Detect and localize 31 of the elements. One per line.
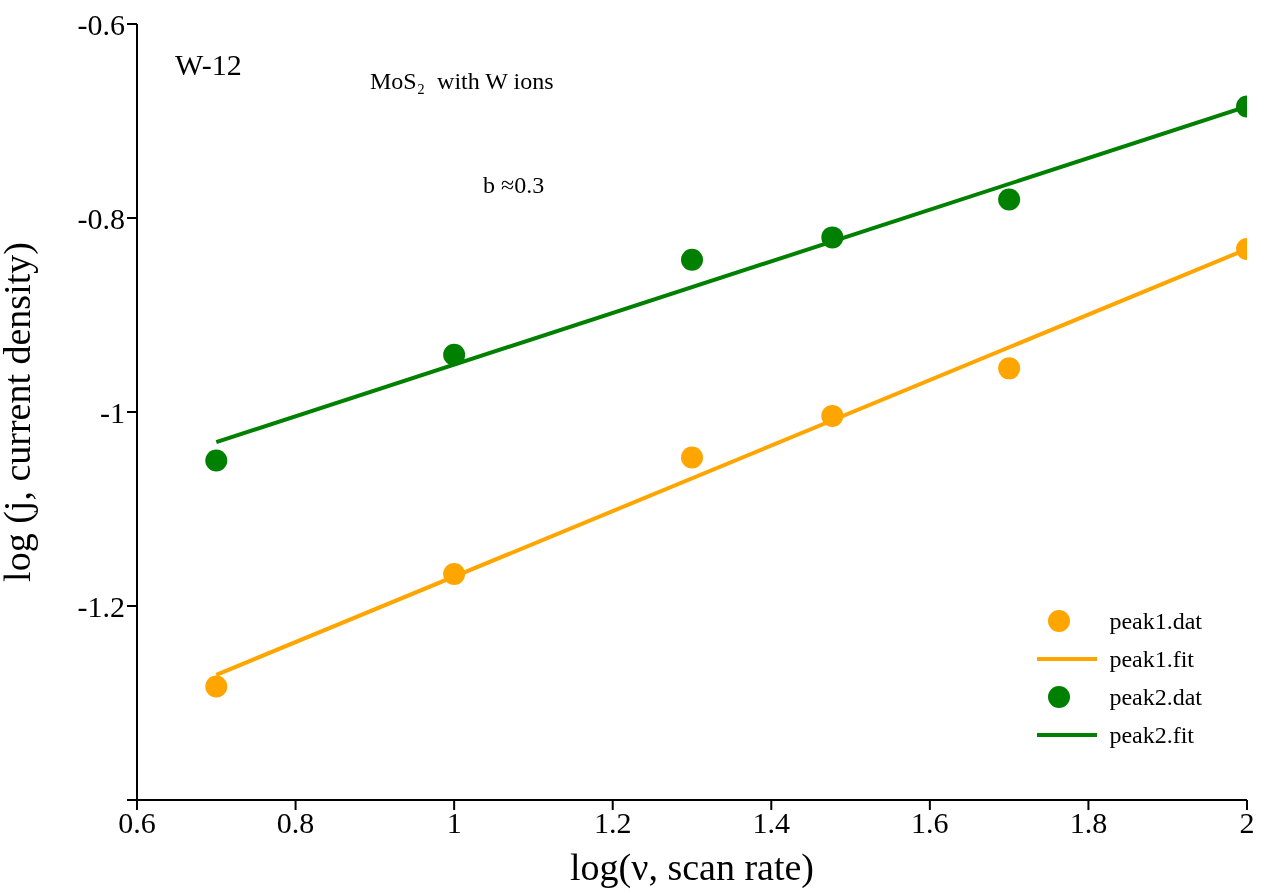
y-axis-title: log (j, current density): [0, 242, 40, 582]
point: [998, 188, 1021, 211]
point: [821, 404, 844, 427]
annotation: MoS₂ with W ions: [370, 68, 554, 95]
legend-label: peak2.dat: [1109, 683, 1202, 711]
x-tick-label: 1.4: [752, 806, 791, 840]
x-tick-label: 1.6: [911, 806, 949, 840]
annotation: b ≈0.3: [483, 172, 545, 199]
legend-label: peak1.fit: [1109, 645, 1195, 673]
y-tick-label: -0.8: [77, 201, 125, 235]
legend-label: peak2.fit: [1109, 721, 1195, 749]
point: [443, 562, 466, 585]
x-tick-label: 2: [1239, 806, 1255, 840]
y-tick-label: -0.6: [77, 7, 125, 41]
point: [205, 449, 228, 472]
x-axis-title: log(ν, scan rate): [569, 846, 815, 889]
annotation: W-12: [175, 48, 242, 82]
x-tick-label: 0.8: [276, 806, 315, 840]
point: [681, 248, 703, 271]
x-tick-label: 1.8: [1069, 806, 1108, 840]
point: [681, 446, 703, 469]
point: [821, 226, 844, 249]
y-tick-label: -1: [100, 395, 125, 429]
legend-label: peak1.dat: [1109, 607, 1202, 635]
point: [205, 675, 228, 698]
x-tick-label: 0.6: [118, 806, 156, 840]
x-tick-label: 1: [446, 806, 462, 840]
point: [443, 343, 466, 366]
y-tick-label: -1.2: [77, 589, 125, 623]
x-tick-label: 1.2: [593, 806, 632, 840]
point: [998, 357, 1021, 380]
